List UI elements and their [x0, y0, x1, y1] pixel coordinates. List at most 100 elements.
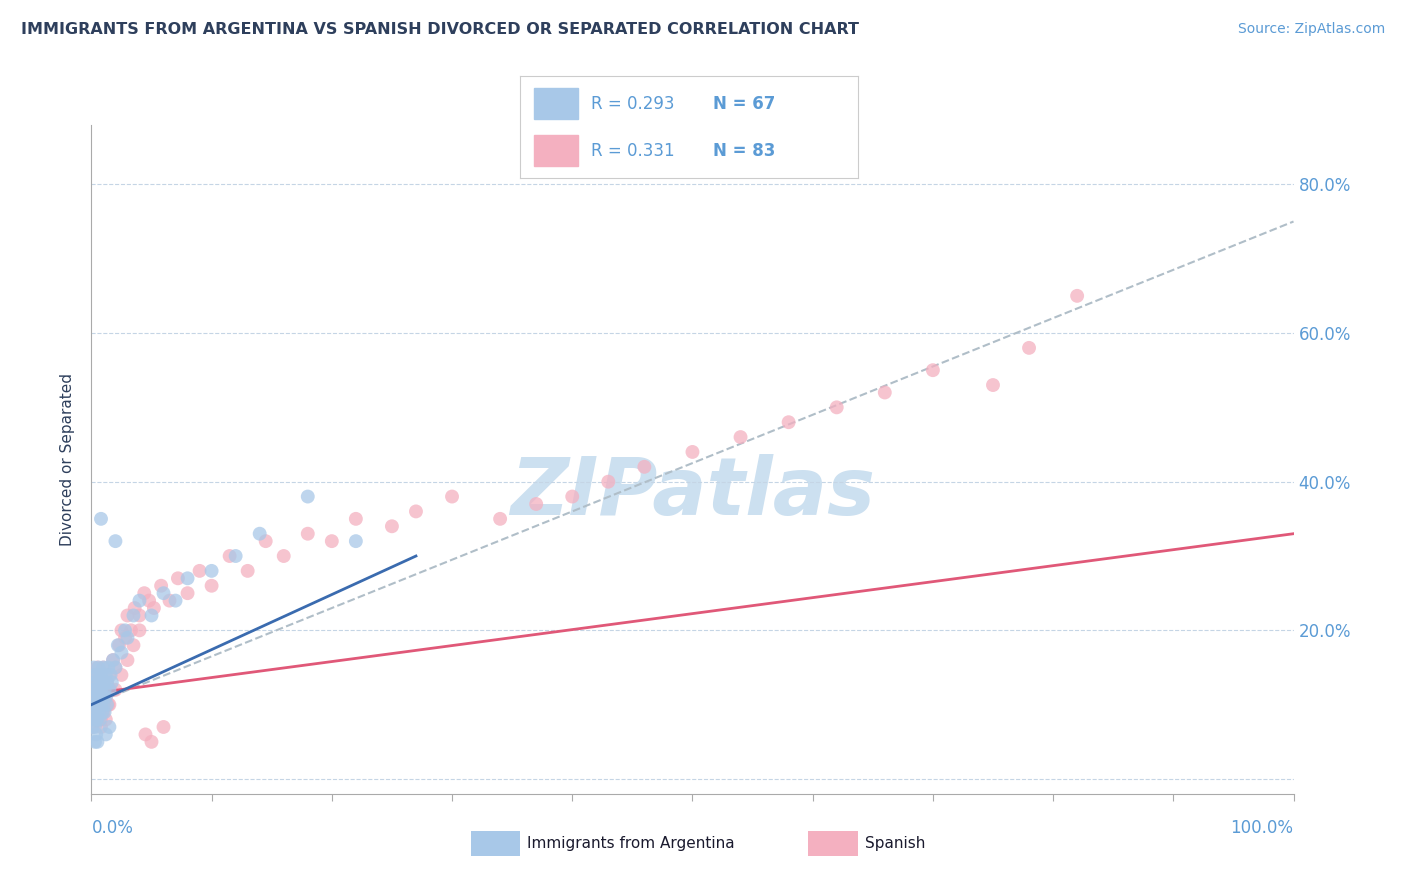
Point [254, 534, 277, 549]
Point [93, 682, 115, 697]
Point [225, 549, 247, 563]
Point [94, 713, 117, 727]
Point [86, 713, 108, 727]
Point [84, 705, 107, 719]
Point [93, 675, 115, 690]
Point [107, 638, 129, 652]
Point [114, 631, 136, 645]
Point [98, 698, 121, 712]
Point [922, 363, 945, 377]
Point [104, 534, 127, 549]
Point [114, 624, 136, 638]
Point [440, 490, 463, 504]
Point [108, 638, 131, 652]
Point [86, 668, 108, 682]
Point [100, 668, 122, 682]
Point [82, 682, 104, 697]
Point [201, 564, 224, 578]
Point [83, 675, 105, 690]
Point [150, 579, 173, 593]
Point [249, 526, 271, 541]
Point [91, 690, 114, 705]
Point [101, 653, 124, 667]
Point [84, 690, 107, 705]
Point [84, 682, 107, 697]
Point [84, 727, 107, 741]
Point [94, 668, 117, 682]
Point [93, 705, 115, 719]
Point [90, 668, 112, 682]
Point [117, 653, 139, 667]
Point [89, 705, 111, 719]
Point [82, 720, 104, 734]
Point [93, 660, 115, 674]
Point [778, 415, 800, 429]
Point [84, 675, 107, 690]
Point [104, 660, 127, 674]
Point [141, 735, 163, 749]
Point [124, 601, 146, 615]
Point [84, 668, 107, 682]
Point [110, 668, 132, 682]
Point [138, 593, 160, 607]
Point [86, 698, 108, 712]
Point [98, 720, 121, 734]
Point [176, 571, 198, 585]
Text: N = 67: N = 67 [713, 95, 775, 112]
Text: N = 83: N = 83 [713, 142, 775, 160]
Point [91, 690, 114, 705]
Point [83, 660, 105, 674]
Text: Spanish: Spanish [865, 837, 925, 851]
Point [273, 549, 295, 563]
Point [128, 593, 150, 607]
Point [122, 638, 145, 652]
Point [104, 660, 127, 674]
Text: R = 0.331: R = 0.331 [591, 142, 675, 160]
Point [152, 720, 174, 734]
Point [89, 668, 111, 682]
Point [90, 682, 112, 697]
Point [633, 459, 655, 474]
Text: Immigrants from Argentina: Immigrants from Argentina [527, 837, 735, 851]
Point [90, 720, 112, 734]
Point [598, 475, 620, 489]
Point [96, 675, 118, 690]
Point [218, 549, 240, 563]
Point [381, 519, 404, 533]
Point [297, 490, 319, 504]
Point [344, 534, 367, 549]
Point [134, 727, 156, 741]
Point [165, 593, 187, 607]
Point [89, 675, 111, 690]
Point [86, 735, 108, 749]
Point [90, 698, 112, 712]
Point [89, 690, 111, 705]
Point [142, 601, 165, 615]
Point [82, 720, 104, 734]
Point [83, 713, 105, 727]
Point [94, 690, 117, 705]
Point [94, 690, 117, 705]
Point [873, 385, 896, 400]
Point [96, 675, 118, 690]
Text: 0.0%: 0.0% [91, 819, 134, 837]
Point [87, 660, 110, 674]
Point [98, 682, 121, 697]
Point [1018, 341, 1040, 355]
Point [93, 682, 115, 697]
Point [201, 579, 224, 593]
Point [94, 727, 117, 741]
Point [84, 705, 107, 719]
Point [93, 698, 115, 712]
Point [93, 660, 115, 674]
Point [134, 586, 156, 600]
Point [90, 512, 112, 526]
Point [84, 713, 107, 727]
Point [176, 586, 198, 600]
Point [128, 608, 150, 623]
Point [84, 698, 107, 712]
Point [101, 653, 124, 667]
Point [84, 682, 107, 697]
Point [84, 675, 107, 690]
Point [117, 608, 139, 623]
